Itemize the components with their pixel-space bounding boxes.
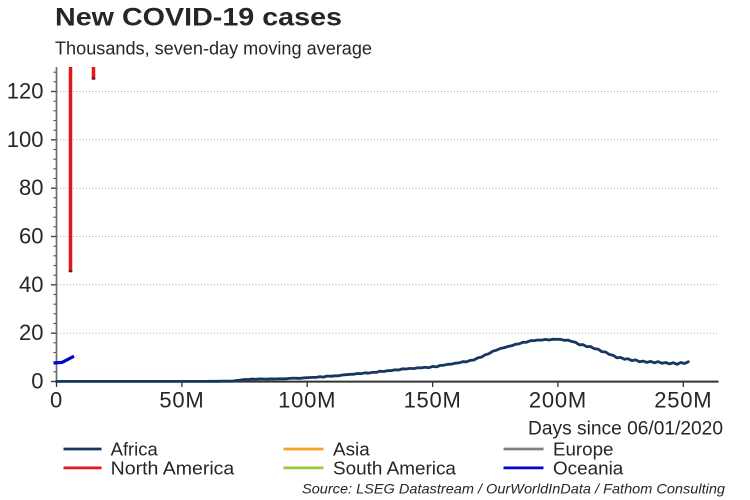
- svg-text:0: 0: [31, 369, 43, 394]
- svg-text:60: 60: [19, 224, 43, 249]
- svg-text:0: 0: [50, 388, 63, 413]
- svg-text:Oceania: Oceania: [553, 458, 624, 478]
- svg-text:Thousands, seven-day moving av: Thousands, seven-day moving average: [55, 39, 372, 59]
- svg-text:100: 100: [7, 127, 44, 152]
- svg-text:150M: 150M: [404, 388, 462, 413]
- svg-text:Days since 06/01/2020: Days since 06/01/2020: [528, 419, 723, 440]
- svg-text:Africa: Africa: [111, 440, 159, 460]
- svg-text:40: 40: [19, 272, 43, 297]
- svg-text:200M: 200M: [529, 388, 587, 413]
- svg-text:120: 120: [7, 79, 44, 104]
- svg-text:20: 20: [19, 320, 43, 345]
- svg-text:New COVID-19 cases: New COVID-19 cases: [55, 4, 342, 32]
- svg-text:80: 80: [19, 175, 43, 200]
- svg-text:Asia: Asia: [333, 440, 371, 460]
- svg-text:50M: 50M: [159, 388, 204, 413]
- svg-text:250M: 250M: [654, 388, 712, 413]
- svg-text:Europe: Europe: [553, 440, 613, 460]
- svg-text:North America: North America: [111, 458, 236, 478]
- svg-text:Source: LSEG Datastream / OurW: Source: LSEG Datastream / OurWorldInData…: [302, 481, 725, 497]
- svg-text:South America: South America: [333, 458, 457, 478]
- svg-text:100M: 100M: [278, 388, 336, 413]
